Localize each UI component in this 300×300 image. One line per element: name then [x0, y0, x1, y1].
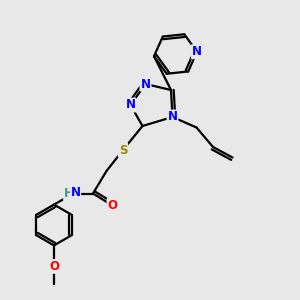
- Text: N: N: [70, 186, 81, 199]
- Text: S: S: [119, 143, 127, 157]
- Text: O: O: [107, 199, 118, 212]
- Text: N: N: [140, 77, 151, 91]
- Text: N: N: [167, 110, 178, 124]
- Text: N: N: [125, 98, 136, 112]
- Text: N: N: [192, 45, 202, 58]
- Text: O: O: [49, 260, 59, 273]
- Text: H: H: [64, 187, 74, 200]
